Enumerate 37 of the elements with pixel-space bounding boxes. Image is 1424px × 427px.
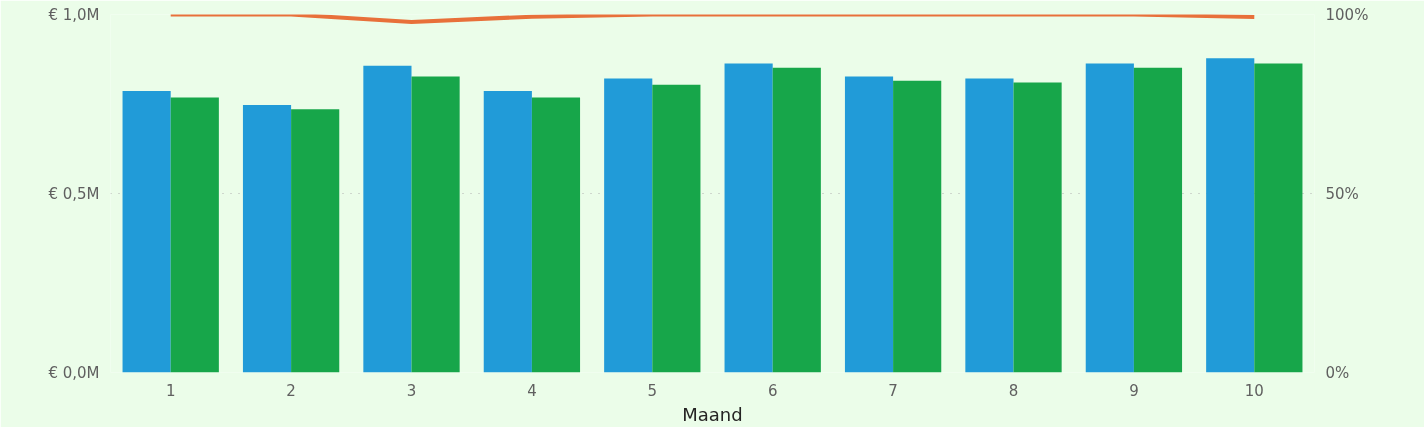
bar [483,91,532,373]
bar [1206,58,1255,373]
bar [363,65,412,373]
x-tick-label: 4 [527,381,537,400]
x-tick-label: 1 [165,381,176,400]
bar [122,91,171,373]
x-tick-label: 10 [1244,381,1264,400]
bar [531,97,581,373]
line-series [168,14,1257,25]
x-tick-label: 6 [767,381,778,400]
y2-tick-label: 0% [1325,363,1350,382]
y-tick-label: € 0,0M [48,363,100,382]
bar [844,76,894,373]
bar [1013,82,1062,373]
bar [291,109,340,373]
y-tick-label: € 1,0M [48,5,100,24]
bar [1254,63,1303,373]
x-tick-label: 2 [286,381,296,400]
x-tick-label: 3 [406,381,417,400]
bar [772,67,821,373]
bar [242,105,292,373]
bar [1133,67,1183,373]
bar [170,97,219,373]
x-tick-label: 8 [1008,381,1019,400]
bar [652,84,701,373]
y2-tick-label: 50% [1325,184,1359,203]
bar [604,78,653,373]
x-axis-title: Maand [682,403,743,425]
y-tick-label: € 0,5M [48,184,100,203]
x-tick-label: 7 [888,381,898,400]
x-tick-label: 5 [647,381,658,400]
bar [724,63,773,373]
bar [965,78,1014,373]
bar [411,76,460,373]
y2-tick-label: 100% [1325,5,1369,24]
x-tick-label: 9 [1129,381,1139,400]
bar [893,80,942,373]
